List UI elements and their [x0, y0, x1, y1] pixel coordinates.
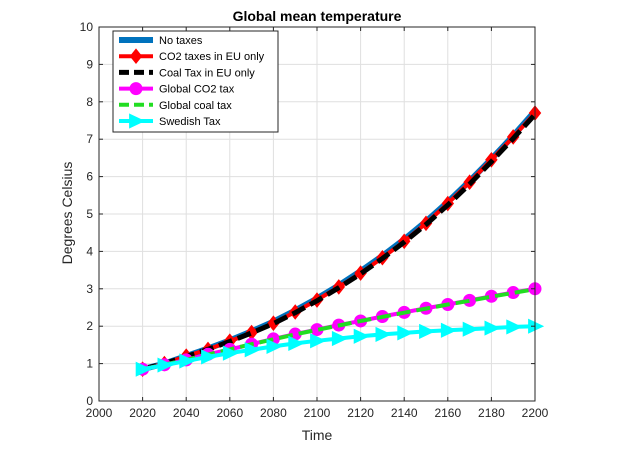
y-tick-label: 3	[86, 282, 93, 296]
legend-label: CO2 taxes in EU only	[159, 51, 265, 63]
triangle-marker	[266, 338, 283, 354]
y-tick-label: 0	[86, 394, 93, 408]
legend-label: Global coal tax	[159, 100, 232, 112]
triangle-marker	[310, 333, 327, 349]
series-6	[135, 318, 545, 377]
x-tick-label: 2040	[173, 406, 200, 420]
y-tick-label: 10	[80, 20, 94, 34]
series-layer	[135, 105, 545, 378]
y-tick-label: 4	[86, 244, 93, 258]
x-tick-label: 2020	[129, 406, 156, 420]
triangle-marker	[222, 345, 239, 361]
triangle-marker	[179, 353, 196, 369]
triangle-marker	[528, 318, 545, 334]
y-tick-label: 8	[86, 95, 93, 109]
triangle-marker	[157, 357, 174, 373]
y-tick-label: 9	[86, 57, 93, 71]
triangle-marker	[462, 321, 479, 337]
triangle-marker	[201, 349, 218, 365]
x-axis-label: Time	[302, 427, 333, 443]
legend-entry: Global CO2 tax	[119, 82, 235, 96]
diamond-marker	[129, 48, 143, 65]
triangle-marker	[484, 320, 501, 336]
triangle-marker	[135, 361, 152, 377]
y-tick-label: 2	[86, 319, 93, 333]
triangle-marker	[288, 335, 305, 351]
triangle-marker	[397, 325, 414, 341]
y-tick-label: 1	[86, 357, 93, 371]
triangle-marker	[440, 322, 457, 338]
legend-label: Global CO2 tax	[159, 84, 235, 96]
circle-marker	[129, 82, 143, 96]
triangle-marker	[419, 323, 436, 340]
legend-box	[112, 30, 279, 133]
legend-label: Coal Tax in EU only	[159, 67, 255, 79]
chart-title: Global mean temperature	[233, 8, 402, 24]
x-tick-label: 2060	[216, 406, 243, 420]
legend-label: No taxes	[159, 35, 203, 47]
legend-entry: No taxes	[119, 35, 203, 47]
triangle-marker	[353, 328, 370, 344]
axis-ticks: 2000 2020 2040 2060 2080 2100 2120 2140 2160 2180…	[80, 20, 549, 420]
x-tick-label: 2080	[260, 406, 287, 420]
x-tick-label: 2100	[304, 406, 331, 420]
legend-entry: CO2 taxes in EU only	[119, 48, 265, 65]
triangle-marker	[129, 113, 146, 129]
triangle-marker	[331, 330, 348, 347]
triangle-marker	[375, 326, 392, 343]
x-tick-label: 2120	[347, 406, 374, 420]
y-tick-label: 6	[86, 170, 93, 184]
x-tick-label: 2180	[478, 406, 505, 420]
triangle-marker	[506, 319, 523, 335]
legend-entry: Swedish Tax	[119, 113, 221, 129]
legend-entry: Coal Tax in EU only	[119, 67, 255, 79]
legend: No taxes CO2 taxes in EU only Coal Tax in …	[112, 30, 279, 133]
legend-entry: Global coal tax	[119, 100, 232, 112]
x-tick-label: 2160	[434, 406, 461, 420]
x-tick-label: 2000	[86, 406, 113, 420]
triangle-marker	[244, 342, 261, 358]
x-tick-label: 2200	[522, 406, 549, 420]
legend-label: Swedish Tax	[159, 116, 221, 128]
x-tick-label: 2140	[391, 406, 418, 420]
y-axis-label: Degrees Celsius	[59, 162, 75, 265]
y-tick-label: 7	[86, 132, 93, 146]
y-tick-label: 5	[86, 207, 93, 221]
